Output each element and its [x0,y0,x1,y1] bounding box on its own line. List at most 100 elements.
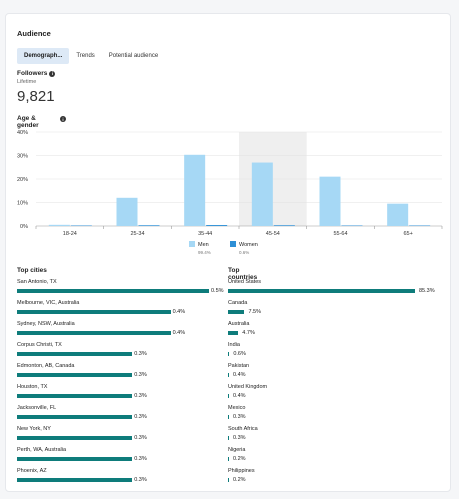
list-item-value: 0.3% [134,350,147,357]
followers-count: 9,821 [17,88,55,105]
bar-men[interactable] [116,197,138,226]
list-item: India 0.6% [228,342,443,363]
list-item-name: Sydney, NSW, Australia [17,321,75,327]
info-icon[interactable]: i [49,70,56,77]
bar-women[interactable] [273,225,295,226]
followers-sublabel: Lifetime [17,79,37,85]
legend-men-label: Men [198,242,209,248]
tab-potential-audience[interactable]: Potential audience [108,53,159,59]
top-countries-title: Top countries [228,267,258,281]
list-item: Houston, TX 0.3% [17,384,227,405]
bar-men[interactable] [48,224,70,226]
list-item-name: United States [228,279,262,285]
list-item-bar [228,289,415,293]
list-item-bar [228,373,229,377]
bar-men[interactable] [184,154,206,226]
list-item-value: 0.6% [233,350,246,357]
list-item: South Africa 0.3% [228,426,443,447]
bar-women[interactable] [138,225,160,226]
list-item: Jacksonville, FL 0.3% [17,405,227,426]
list-item-bar [17,352,133,356]
list-item: Edmonton, AB, Canada 0.3% [17,363,227,384]
list-item-bar [228,310,245,314]
list-item-name: Australia [228,321,250,327]
list-item: Melbourne, VIC, Australia 0.4% [17,300,227,321]
tab-bar: Demograph... Trends Potential audience [17,48,165,64]
list-item-bar [17,415,133,419]
list-item-bar [17,457,133,461]
list-item: Perth, WA, Australia 0.3% [17,447,227,468]
tab-demographics[interactable]: Demograph... [17,48,70,64]
list-item-name: Edmonton, AB, Canada [17,363,75,369]
list-item-value: 0.4% [233,392,246,399]
list-item: San Antonio, TX 0.5% [17,279,227,300]
list-item-value: 0.3% [134,392,147,399]
y-tick-label: 40% [17,130,28,136]
list-item-bar [17,310,171,314]
list-item-value: 0.3% [134,434,147,441]
list-item-value: 0.2% [233,476,246,483]
bar-men[interactable] [251,162,273,226]
list-item-value: 0.4% [172,329,186,336]
bar-women[interactable] [206,225,228,226]
info-icon[interactable]: i [60,116,66,122]
list-item-name: Mexico [228,405,246,411]
men-swatch [189,241,195,247]
list-item-value: 0.3% [134,476,147,483]
list-item-value: 0.3% [233,413,246,420]
list-item-name: Melbourne, VIC, Australia [17,300,80,306]
list-item: Corpus Christi, TX 0.3% [17,342,227,363]
followers-heading: Followers i [17,70,56,77]
list-item-bar [228,478,229,482]
list-item: United Kingdom 0.4% [228,384,443,405]
section-title: Audience [17,29,51,38]
tab-trends[interactable]: Trends [76,53,95,59]
y-tick-label: 10% [17,201,28,207]
y-tick-label: 0% [20,224,28,230]
list-item-bar [228,331,239,335]
list-item-name: South Africa [228,426,258,432]
x-tick-label: 35-44 [198,231,212,237]
list-item: Philippines 0.2% [228,468,443,489]
list-item-value: 0.3% [134,455,147,462]
list-item-name: Nigeria [228,447,246,453]
list-item-bar [17,436,133,440]
list-item-value: 0.2% [233,455,246,462]
x-tick-label: 45-54 [266,231,280,237]
list-item-value: 0.4% [172,308,186,315]
list-item-bar [17,478,133,482]
list-item-value: 4.7% [242,329,255,336]
women-swatch [230,241,236,247]
legend-women: Women 0.6% [230,241,258,255]
list-item: Canada 7.5% [228,300,443,321]
y-tick-label: 20% [17,177,28,183]
legend-women-label: Women [239,242,258,248]
list-item: United States 85.3% [228,279,443,300]
list-item-name: Philippines [228,468,255,474]
list-item-value: 85.3% [419,287,435,294]
x-tick-label: 55-64 [333,231,347,237]
list-item-value: 0.3% [134,371,147,378]
list-item-name: Pakistan [228,363,250,369]
list-item-name: Houston, TX [17,384,48,390]
legend-men-pct: 99.4% [198,250,211,255]
list-item-name: Perth, WA, Australia [17,447,67,453]
list-item-bar [228,415,229,419]
list-item-bar [17,289,209,293]
list-item-bar [228,457,229,461]
age-gender-chart: 0% 10% 20% 30% 40% 18-24 25-34 35-44 45-54 55-64 6… [17,130,443,237]
list-item: Mexico 0.3% [228,405,443,426]
list-item: Pakistan 0.4% [228,363,443,384]
list-item-value: 0.3% [134,413,147,420]
legend-men: Men 99.4% [189,241,211,255]
bar-men[interactable] [387,203,409,226]
list-item-value: 7.5% [248,308,261,315]
list-item-name: Canada [228,300,248,306]
list-item: Phoenix, AZ 0.3% [17,468,227,489]
bar-men[interactable] [319,176,341,226]
list-item-name: San Antonio, TX [17,279,57,285]
list-item: Nigeria 0.2% [228,447,443,468]
list-item-value: 0.4% [233,371,246,378]
top-cities-title: Top cities [17,267,47,274]
list-item-name: New York, NY [17,426,51,432]
